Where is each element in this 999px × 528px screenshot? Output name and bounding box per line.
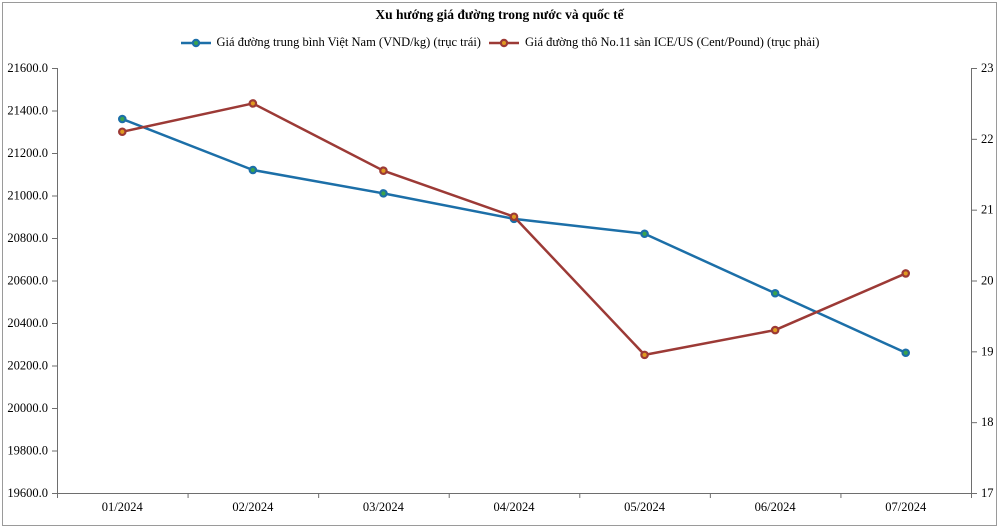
legend-line-marker-icon bbox=[488, 38, 519, 47]
data-point-marker bbox=[770, 325, 780, 335]
legend-item-vietnam-price: Giá đường trung bình Việt Nam (VND/kg) (… bbox=[180, 35, 481, 50]
data-point-marker bbox=[770, 288, 780, 298]
right-axis-tick-label: 18 bbox=[981, 415, 994, 429]
x-axis-tick-label: 07/2024 bbox=[885, 500, 927, 514]
data-point-marker bbox=[248, 99, 258, 108]
left-axis-tick-label: 21200.0 bbox=[7, 146, 48, 160]
right-axis-tick-label: 21 bbox=[981, 203, 994, 217]
left-axis-tick-label: 21000.0 bbox=[7, 189, 48, 203]
data-point-marker bbox=[117, 114, 127, 124]
data-point-marker bbox=[640, 229, 649, 239]
data-point-marker bbox=[901, 348, 911, 358]
chart-legend: Giá đường trung bình Việt Nam (VND/kg) (… bbox=[0, 35, 999, 50]
data-point-marker bbox=[509, 212, 519, 222]
right-axis-tick-label: 17 bbox=[981, 486, 994, 500]
left-axis-tick-label: 20200.0 bbox=[7, 359, 48, 373]
left-axis-tick-label: 20800.0 bbox=[7, 231, 48, 245]
data-point-marker bbox=[379, 189, 388, 198]
data-point-marker bbox=[248, 165, 258, 175]
x-axis-tick-label: 06/2024 bbox=[755, 500, 797, 514]
legend-label: Giá đường thô No.11 sàn ICE/US (Cent/Pou… bbox=[524, 35, 820, 49]
x-axis-tick-label: 01/2024 bbox=[102, 500, 144, 514]
legend-item-ice-no11-price: Giá đường thô No.11 sàn ICE/US (Cent/Pou… bbox=[488, 35, 819, 50]
right-axis-tick-label: 20 bbox=[981, 274, 994, 288]
legend-label: Giá đường trung bình Việt Nam (VND/kg) (… bbox=[216, 35, 481, 49]
data-point-marker bbox=[901, 269, 911, 278]
right-axis-tick-label: 19 bbox=[981, 344, 994, 358]
left-axis-tick-label: 20600.0 bbox=[7, 274, 48, 288]
x-axis-tick-label: 03/2024 bbox=[363, 500, 405, 514]
legend-line-marker-icon bbox=[180, 38, 211, 47]
left-axis-tick-label: 19800.0 bbox=[7, 444, 48, 458]
chart-title: Xu hướng giá đường trong nước và quốc tế bbox=[375, 7, 624, 22]
right-axis-tick-label: 22 bbox=[981, 132, 994, 146]
axes bbox=[52, 68, 977, 498]
x-axis-tick-label: 05/2024 bbox=[624, 500, 666, 514]
left-axis-tick-label: 20400.0 bbox=[7, 316, 48, 330]
right-axis-tick-label: 23 bbox=[981, 61, 994, 75]
data-point-marker bbox=[640, 350, 649, 360]
data-point-marker bbox=[117, 127, 127, 137]
left-axis-tick-label: 20000.0 bbox=[7, 401, 48, 415]
series-line bbox=[121, 117, 907, 354]
left-axis-tick-label: 21400.0 bbox=[7, 104, 48, 118]
left-axis-tick-label: 21600.0 bbox=[7, 61, 48, 75]
series-line bbox=[121, 102, 907, 357]
x-axis-tick-label: 04/2024 bbox=[494, 500, 536, 514]
x-axis-tick-label: 02/2024 bbox=[232, 500, 274, 514]
data-point-marker bbox=[379, 166, 388, 176]
left-axis-tick-label: 19600.0 bbox=[7, 486, 48, 500]
